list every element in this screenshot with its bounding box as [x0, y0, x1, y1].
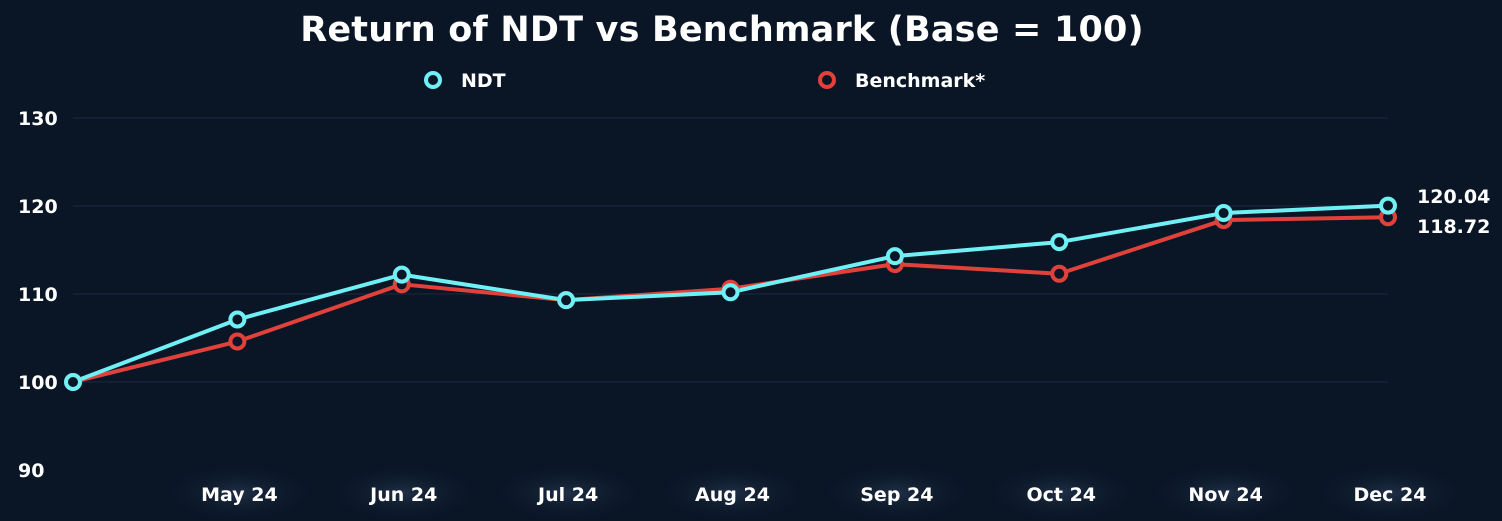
series-lines: [64, 196, 1397, 391]
x-tick-label: Oct 24: [1026, 484, 1096, 506]
legend-marker: [424, 71, 442, 89]
x-axis: May 24 Jun 24 Jul 24 Aug 24 Sep 24 Oct 24 Nov …: [201, 484, 1426, 506]
legend-marker: [818, 71, 836, 89]
x-tick-label: Nov 24: [1188, 484, 1262, 506]
y-tick-label: 110: [18, 284, 58, 306]
x-label-glow: [323, 463, 484, 521]
grid-lines: [73, 117, 1388, 383]
x-tick-label: Aug 24: [695, 484, 770, 506]
data-point: [885, 247, 904, 266]
x-label-glow: [488, 463, 649, 521]
x-label-glow: [1145, 463, 1306, 521]
data-point: [1214, 204, 1233, 223]
x-tick-label: Dec 24: [1354, 484, 1427, 506]
end-value-label: 120.04: [1417, 186, 1490, 208]
data-point: [1050, 233, 1069, 252]
x-tick-label: Jun 24: [368, 484, 437, 506]
data-point: [392, 265, 411, 284]
data-point: [228, 332, 247, 351]
data-point: [64, 373, 82, 391]
x-label-glow: [652, 463, 813, 521]
chart-title: Return of NDT vs Benchmark (Base = 100): [300, 10, 1144, 50]
y-axis: 90 100 110 120 130: [18, 108, 58, 482]
y-tick-label: 100: [18, 372, 58, 394]
x-label-glow: [159, 463, 320, 521]
x-tick-label: Jul 24: [536, 484, 598, 506]
data-point: [721, 283, 740, 302]
data-point: [228, 310, 247, 329]
data-point: [1050, 264, 1069, 283]
x-label-glow: [981, 463, 1142, 521]
x-label-glow: [1310, 463, 1470, 521]
x-tick-label: Sep 24: [860, 484, 933, 506]
y-tick-label: 90: [18, 460, 44, 482]
x-tick-label: May 24: [201, 484, 278, 506]
legend: NDT Benchmark*: [424, 70, 985, 92]
legend-label: NDT: [461, 70, 506, 92]
end-value-labels: 120.04 118.72: [1417, 186, 1490, 238]
x-label-highlights: [159, 463, 1470, 521]
x-label-glow: [816, 463, 977, 521]
y-tick-label: 120: [18, 196, 58, 218]
legend-label: Benchmark*: [855, 70, 985, 92]
data-point: [1379, 196, 1397, 215]
end-value-label: 118.72: [1417, 216, 1490, 238]
y-tick-label: 130: [18, 108, 58, 130]
data-point: [557, 291, 576, 310]
